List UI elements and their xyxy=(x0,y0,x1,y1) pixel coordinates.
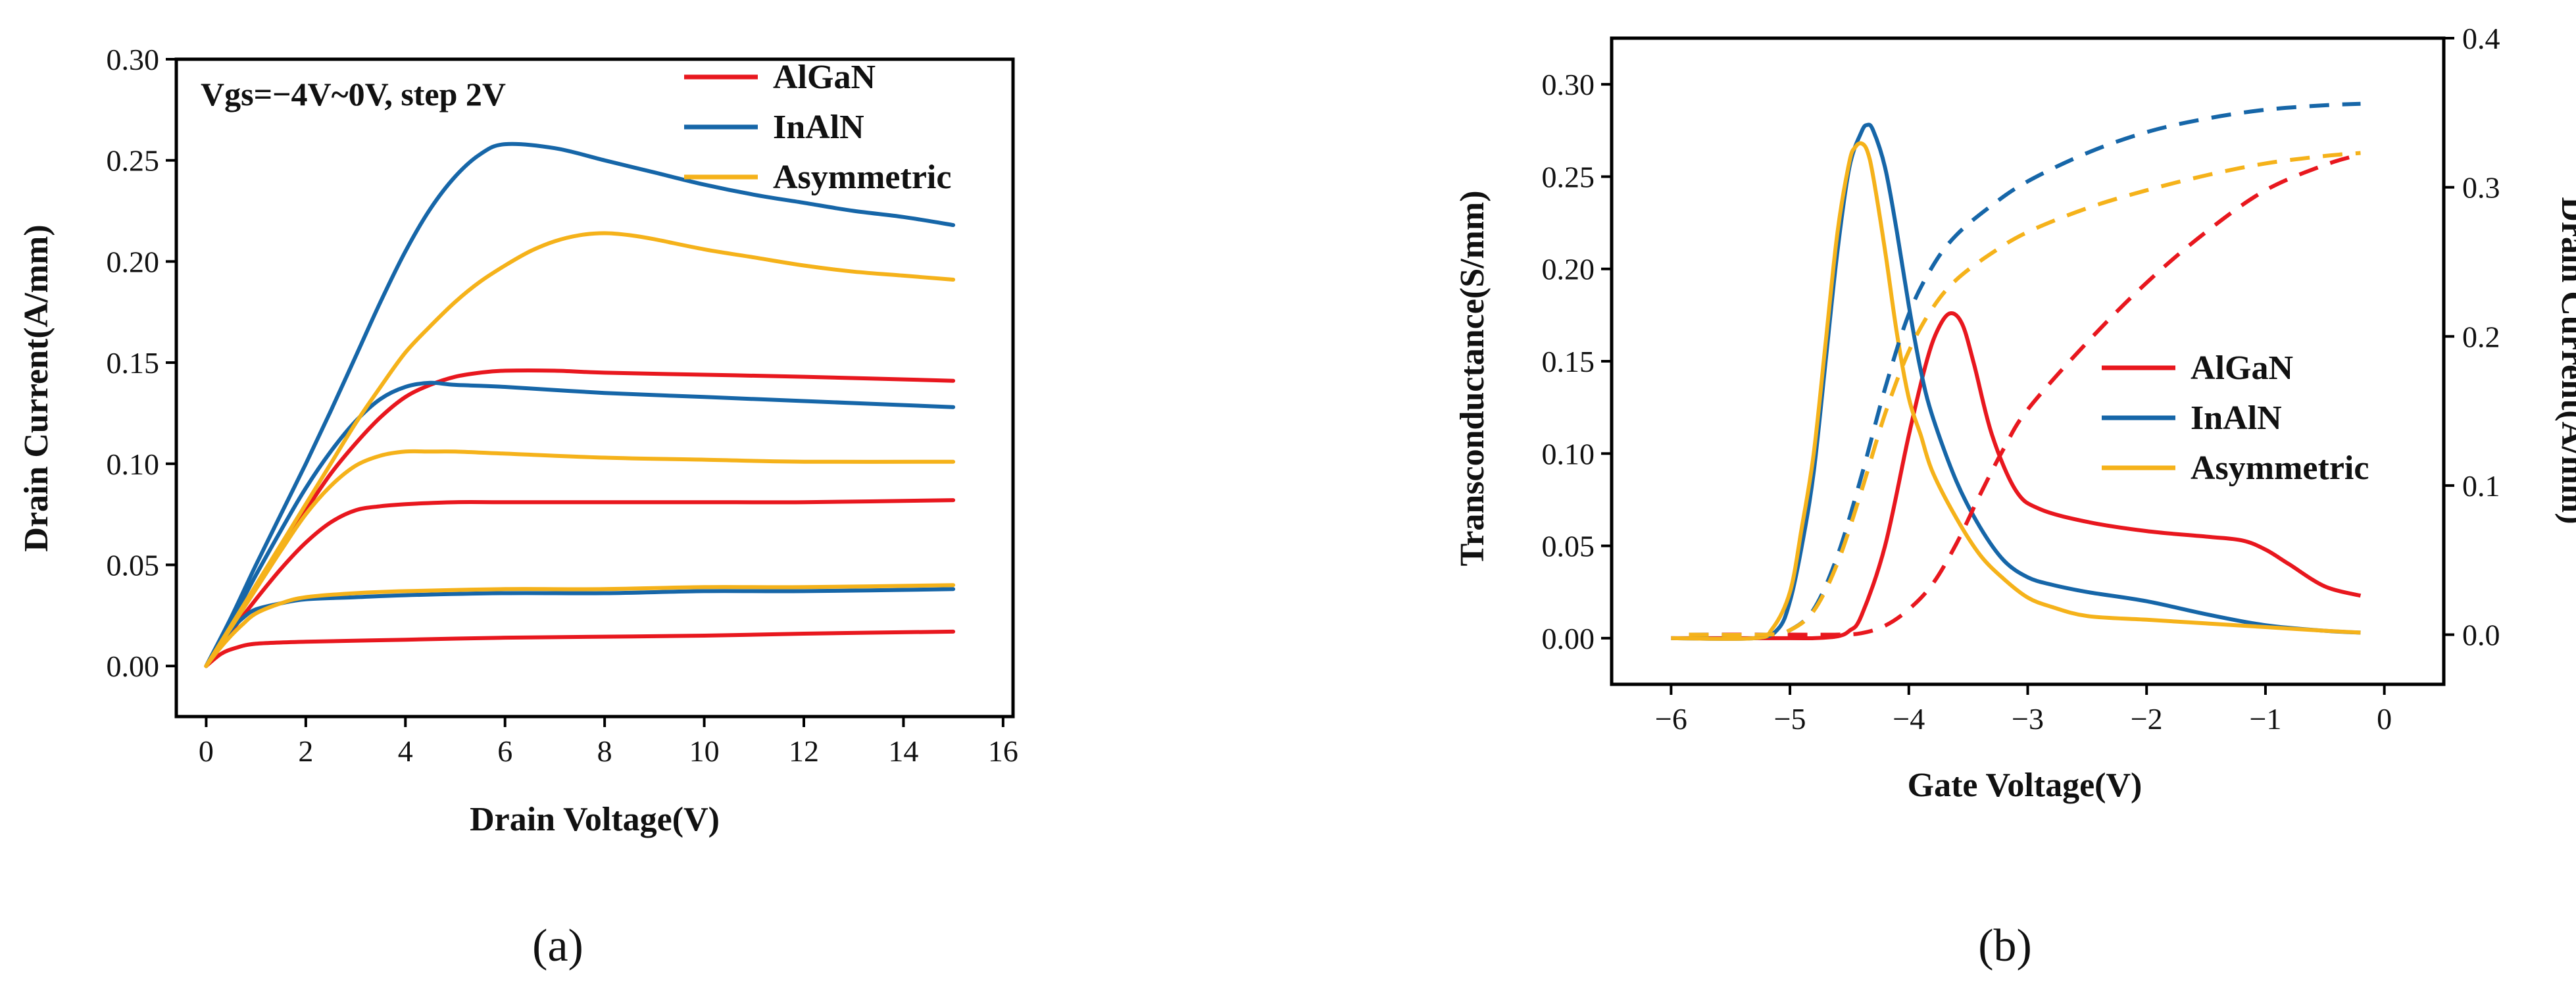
series-algan-vgs-4v-line xyxy=(204,629,956,669)
series-asymmetric-vgs-2v-line xyxy=(204,449,956,669)
series-asymmetric-vgs-4v-line xyxy=(204,583,956,669)
x-tick-label: 8 xyxy=(597,734,612,768)
panel-a-x-ticks: 0 2 4 6 8 10 12 14 16 xyxy=(199,717,1018,768)
y-tick-label: 0.05 xyxy=(107,548,160,582)
series-algan-drain-current-line xyxy=(1689,152,2362,637)
series-asymmetric-transconductance-line xyxy=(1671,141,2361,641)
y-tick-label: 0.00 xyxy=(107,649,160,683)
panel-a-caption: (a) xyxy=(532,921,583,971)
x-tick-label: −6 xyxy=(1655,702,1687,736)
y-tick-label: 0.00 xyxy=(1542,622,1595,655)
x-tick-label: −2 xyxy=(2131,702,2163,736)
panel-b-y-axis-label-left: Transconductance(S/mm) xyxy=(1454,190,1491,566)
legend-label-inaln: InAlN xyxy=(2191,399,2282,437)
panel-b-plot-frame xyxy=(1610,36,2446,686)
legend-label-asymmetric: Asymmetric xyxy=(2191,449,2369,487)
panel-b-y-axis-label-right: Drain Current(A/mm) xyxy=(2554,197,2576,524)
y-tick-label: 0.25 xyxy=(107,144,160,178)
x-tick-label: −3 xyxy=(2012,702,2044,736)
x-tick-label: −4 xyxy=(1893,702,1925,736)
x-tick-label: 0 xyxy=(2377,702,2392,736)
x-tick-label: 2 xyxy=(298,734,313,768)
x-tick-label: 16 xyxy=(988,734,1018,768)
series-inaln-vgs-0v-line xyxy=(204,141,956,669)
y-tick-label: 0.20 xyxy=(107,245,160,278)
panel-a-legend: AlGaN InAlN Asymmetric xyxy=(684,59,951,196)
x-tick-label: −5 xyxy=(1774,702,1806,736)
x-tick-label: 12 xyxy=(789,734,819,768)
x-tick-label: 10 xyxy=(689,734,720,768)
panel-b-y-ticks-left: 0.00 0.05 0.10 0.15 0.20 0.25 0.30 xyxy=(1542,68,1612,655)
y-right-tick-label: 0.1 xyxy=(2462,469,2500,503)
panel-a-y-axis-label: Drain Current(A/mm) xyxy=(18,224,55,551)
y-right-tick-label: 0.2 xyxy=(2462,320,2500,353)
series-asymmetric-vgs-0v-line xyxy=(204,231,956,669)
panel-a-annotation: Vgs=−4V~0V, step 2V xyxy=(201,76,506,113)
x-tick-label: 0 xyxy=(199,734,214,768)
y-right-tick-label: 0.0 xyxy=(2462,619,2500,652)
panel-b-curves xyxy=(1671,101,2362,641)
panel-b-x-ticks: −6 −5 −4 −3 −2 −1 0 xyxy=(1655,684,2392,736)
y-tick-label: 0.05 xyxy=(1542,530,1595,563)
legend-label-algan: AlGaN xyxy=(2191,349,2293,387)
legend-label-inaln: InAlN xyxy=(773,109,864,146)
panel-b-legend: AlGaN InAlN Asymmetric xyxy=(2102,349,2369,487)
series-inaln-transconductance-line xyxy=(1671,122,2361,641)
x-tick-label: 6 xyxy=(497,734,512,768)
x-tick-label: −1 xyxy=(2249,702,2281,736)
panel-b: −6 −5 −4 −3 −2 −1 0 0.000.050.100.150.200.250.… xyxy=(1454,22,2576,971)
x-tick-label: 4 xyxy=(398,734,413,768)
panel-a-x-axis-label: Drain Voltage(V) xyxy=(470,801,720,838)
y-tick-label: 0.20 xyxy=(1542,253,1595,286)
legend-label-algan: AlGaN xyxy=(773,59,876,96)
y-tick-label: 0.25 xyxy=(1542,160,1595,193)
legend-label-asymmetric: Asymmetric xyxy=(773,159,951,196)
panel-a-curves xyxy=(204,141,956,669)
series-asymmetric-drain-current-line xyxy=(1689,151,2361,638)
series-algan-vgs-2v-line xyxy=(204,498,956,669)
panel-b-caption: (b) xyxy=(1978,921,2032,971)
y-right-tick-label: 0.3 xyxy=(2462,171,2500,205)
panel-a-plot-frame xyxy=(174,57,1015,719)
series-inaln-vgs-2v-line xyxy=(204,380,956,669)
series-algan-vgs-0v-line xyxy=(204,368,956,669)
y-tick-label: 0.15 xyxy=(107,346,160,380)
series-algan-transconductance-line xyxy=(1671,311,2362,641)
panel-a-y-ticks: 0.00 0.05 0.10 0.15 0.20 0.25 0.30 xyxy=(107,43,176,683)
panel-b-x-axis-label: Gate Voltage(V) xyxy=(1908,767,2143,804)
y-tick-label: 0.30 xyxy=(107,43,160,76)
y-tick-label: 0.15 xyxy=(1542,345,1595,378)
y-tick-label: 0.10 xyxy=(1542,437,1595,470)
y-right-tick-label: 0.4 xyxy=(2462,22,2500,55)
x-tick-label: 14 xyxy=(888,734,918,768)
y-tick-label: 0.10 xyxy=(107,447,160,481)
panel-a: 0 2 4 6 8 10 12 14 16 0.000.050.100.150.200.250.… xyxy=(18,43,1018,971)
panel-b-y-ticks-right: 0.0 0.1 0.2 0.3 0.4 xyxy=(2444,22,2500,652)
y-tick-label: 0.30 xyxy=(1542,68,1595,101)
series-inaln-vgs-4v-line xyxy=(204,587,956,669)
